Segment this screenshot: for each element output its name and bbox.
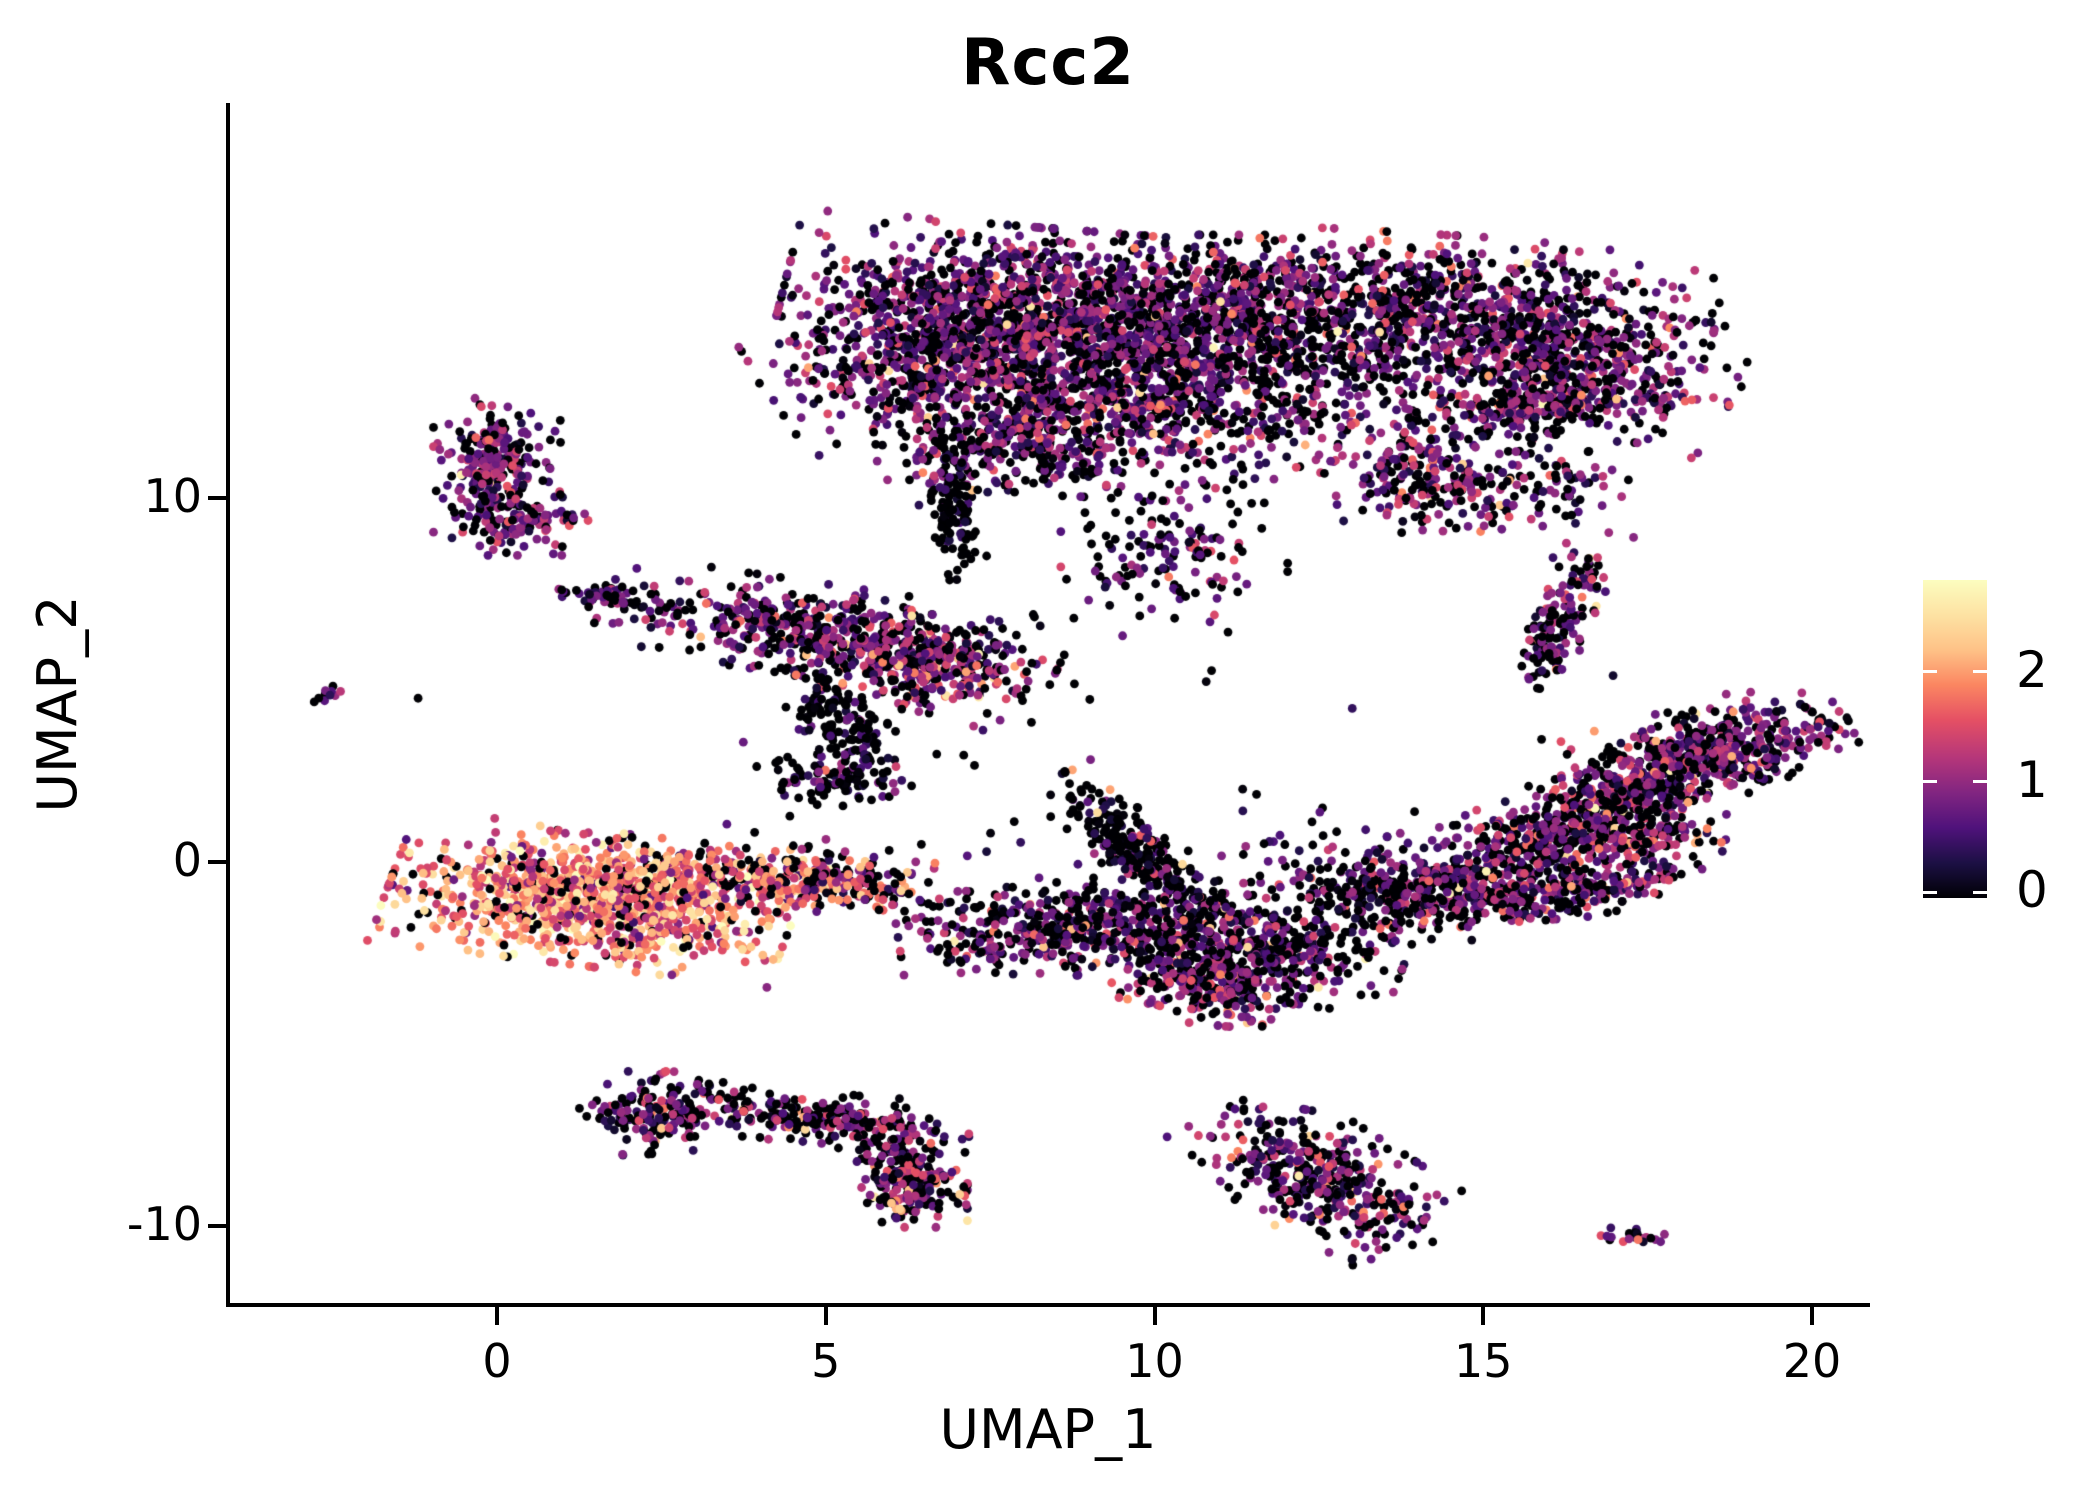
x-tick-label: 15 [1453, 1334, 1513, 1388]
y-axis-title: UMAP_2 [26, 595, 89, 813]
x-tick-label: 10 [1125, 1334, 1184, 1388]
colorbar-tick-mark [1923, 890, 1937, 894]
x-axis-line [226, 1303, 1870, 1307]
x-tick-label: 0 [482, 1334, 512, 1388]
colorbar-tick-mark [1923, 780, 1937, 784]
x-tick-mark [823, 1307, 828, 1325]
x-tick-label: 5 [811, 1334, 841, 1388]
y-tick-mark [208, 1224, 226, 1228]
y-tick-label: -10 [126, 1197, 202, 1251]
colorbar-tick-label: 2 [2016, 640, 2048, 699]
y-tick-mark [208, 860, 226, 864]
x-tick-mark [495, 1307, 499, 1325]
y-axis-line [226, 103, 230, 1307]
plot-title: Rcc2 [961, 26, 1135, 100]
x-axis-title: UMAP_1 [939, 1398, 1157, 1461]
y-tick-label: 10 [143, 469, 202, 523]
colorbar-tick-mark [1973, 670, 1987, 674]
x-tick-mark [1481, 1307, 1486, 1325]
colorbar-tick-mark [1923, 670, 1937, 674]
y-tick-mark [208, 496, 226, 500]
x-tick-mark [1810, 1307, 1814, 1325]
x-tick-label: 20 [1782, 1334, 1842, 1388]
colorbar-tick-label: 1 [2016, 750, 2048, 809]
expression-colorbar [1923, 580, 1987, 898]
colorbar-tick-mark [1973, 780, 1987, 784]
colorbar-tick-label: 0 [2016, 861, 2048, 919]
y-tick-label: 0 [172, 833, 202, 887]
x-tick-mark [1152, 1307, 1157, 1325]
colorbar-tick-mark [1973, 890, 1987, 894]
